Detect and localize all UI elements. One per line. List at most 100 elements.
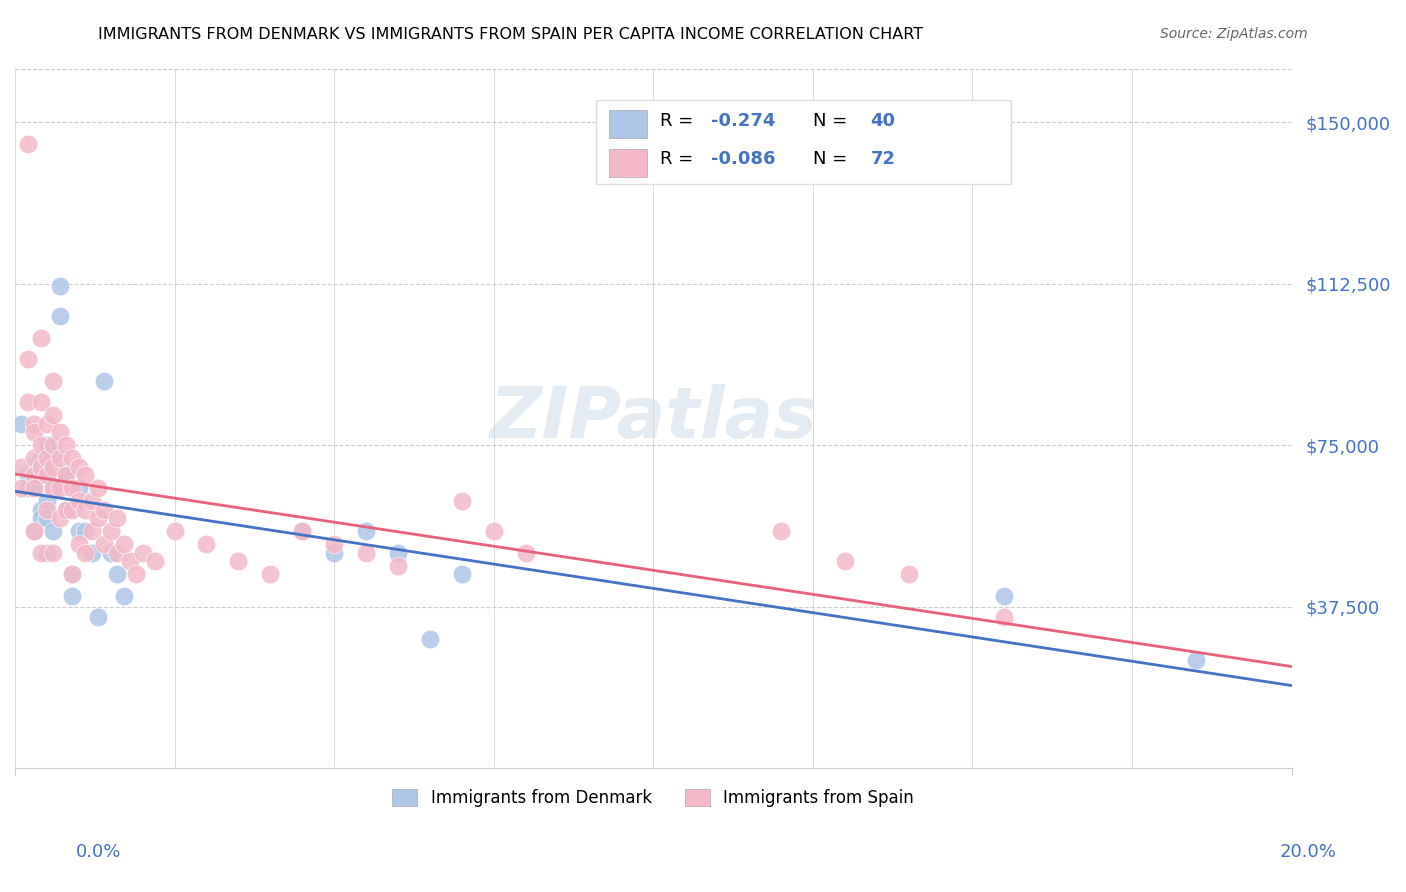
FancyBboxPatch shape [609, 149, 647, 177]
Text: -0.274: -0.274 [711, 112, 775, 130]
Point [450, 567, 472, 582]
Text: ZIPatlas: ZIPatlas [489, 384, 817, 453]
FancyBboxPatch shape [596, 100, 1011, 184]
Point [42, 438, 65, 452]
Point [17, 395, 39, 409]
Point [22, 425, 45, 440]
Point [22, 468, 45, 483]
Text: -0.086: -0.086 [711, 151, 775, 169]
Point [42, 459, 65, 474]
Point [55, 502, 77, 516]
Point [515, 546, 537, 560]
Point [17, 136, 39, 151]
Point [62, 567, 84, 582]
Point [80, 494, 103, 508]
Point [112, 589, 135, 603]
Point [42, 546, 65, 560]
Point [354, 546, 377, 560]
Point [17, 352, 39, 367]
Point [993, 610, 1015, 624]
Point [62, 567, 84, 582]
Point [55, 468, 77, 483]
Point [22, 451, 45, 466]
Point [75, 502, 97, 516]
Point [30, 511, 52, 525]
Point [42, 524, 65, 539]
Text: 20.0%: 20.0% [1279, 843, 1336, 861]
Point [354, 524, 377, 539]
Point [482, 524, 505, 539]
Legend: Immigrants from Denmark, Immigrants from Spain: Immigrants from Denmark, Immigrants from… [384, 780, 922, 815]
Point [87, 610, 110, 624]
Point [42, 447, 65, 461]
Point [105, 511, 128, 525]
Point [100, 546, 122, 560]
FancyBboxPatch shape [609, 111, 647, 138]
Point [75, 546, 97, 560]
Point [35, 468, 58, 483]
Point [17, 481, 39, 495]
Point [387, 558, 409, 573]
Point [10, 417, 32, 431]
Point [67, 481, 90, 495]
Point [323, 546, 346, 560]
Point [30, 330, 52, 344]
Point [48, 425, 70, 440]
Text: 40: 40 [870, 112, 896, 130]
Text: 72: 72 [870, 151, 896, 169]
Point [35, 438, 58, 452]
Point [125, 567, 148, 582]
Point [834, 554, 856, 568]
Point [87, 511, 110, 525]
Text: Source: ZipAtlas.com: Source: ZipAtlas.com [1160, 27, 1308, 41]
Point [42, 408, 65, 422]
Text: IMMIGRANTS FROM DENMARK VS IMMIGRANTS FROM SPAIN PER CAPITA INCOME CORRELATION C: IMMIGRANTS FROM DENMARK VS IMMIGRANTS FR… [98, 27, 924, 42]
Point [22, 481, 45, 495]
Point [387, 546, 409, 560]
Point [419, 632, 441, 646]
Point [22, 459, 45, 474]
Point [48, 309, 70, 323]
Point [897, 567, 920, 582]
Point [62, 502, 84, 516]
Point [30, 459, 52, 474]
Point [55, 438, 77, 452]
Point [75, 524, 97, 539]
Point [291, 524, 314, 539]
Point [30, 395, 52, 409]
Point [22, 481, 45, 495]
Point [35, 468, 58, 483]
Point [62, 451, 84, 466]
Point [17, 468, 39, 483]
Point [93, 374, 115, 388]
Point [48, 481, 70, 495]
Point [48, 511, 70, 525]
Point [112, 537, 135, 551]
Point [67, 494, 90, 508]
Text: R =: R = [659, 112, 699, 130]
Point [450, 494, 472, 508]
Point [291, 524, 314, 539]
Point [75, 468, 97, 483]
Point [22, 417, 45, 431]
Point [93, 537, 115, 551]
Point [48, 278, 70, 293]
Point [259, 567, 281, 582]
Point [10, 481, 32, 495]
Point [228, 554, 250, 568]
Point [80, 546, 103, 560]
Point [87, 481, 110, 495]
Point [30, 502, 52, 516]
Point [195, 537, 218, 551]
Point [35, 417, 58, 431]
Point [55, 468, 77, 483]
Point [118, 554, 141, 568]
Point [163, 524, 186, 539]
Point [769, 524, 792, 539]
Point [48, 451, 70, 466]
Point [10, 459, 32, 474]
Point [22, 524, 45, 539]
Point [22, 524, 45, 539]
Text: 0.0%: 0.0% [76, 843, 121, 861]
Point [35, 546, 58, 560]
